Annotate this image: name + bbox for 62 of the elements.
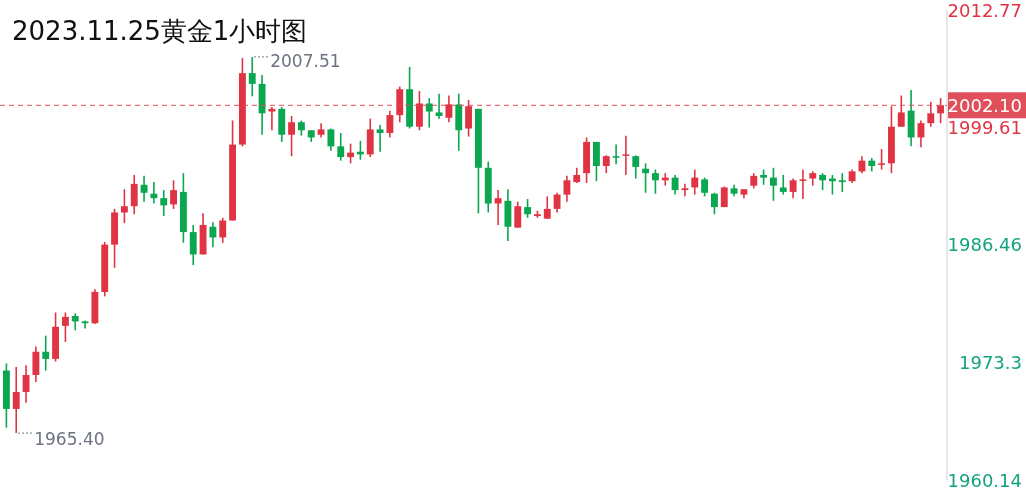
candlestick <box>337 132 345 162</box>
candlestick <box>622 134 630 176</box>
candlestick <box>927 100 935 128</box>
candlestick <box>671 174 679 196</box>
candlestick <box>642 162 650 194</box>
candlestick <box>170 179 178 210</box>
candlestick <box>563 175 571 203</box>
candlestick <box>32 345 40 383</box>
candlestick <box>710 192 718 216</box>
candlestick <box>120 188 128 224</box>
candlestick <box>681 183 689 198</box>
candlestick <box>415 90 423 132</box>
candlestick <box>937 97 945 124</box>
candlestick <box>150 181 158 205</box>
candlestick <box>435 92 443 120</box>
candlestick <box>425 97 433 129</box>
candlestick <box>376 124 384 153</box>
annotation: 1965.40 <box>34 429 105 450</box>
candlestick <box>189 224 197 266</box>
candlestick <box>130 174 138 216</box>
candlestick <box>494 189 502 226</box>
candlestick <box>22 364 30 404</box>
candlestick <box>838 172 846 193</box>
candlestick <box>897 94 905 128</box>
candlestick <box>878 148 886 171</box>
candlestick <box>632 154 640 180</box>
chart-title: 2023.11.25黄金1小时图 <box>12 16 308 46</box>
y-tick-label: 2012.77 <box>947 0 1022 21</box>
y-tick-label: 1973.3 <box>959 351 1022 373</box>
candlestick <box>219 217 227 244</box>
annotation: 2007.51 <box>270 50 341 71</box>
ref-line-label: 2002.10 <box>947 95 1022 117</box>
candlestick <box>651 168 659 195</box>
candlestick <box>779 174 787 196</box>
candlestick <box>917 119 925 149</box>
candlestick <box>248 56 256 98</box>
candlestick <box>465 99 473 138</box>
candlestick <box>61 311 69 343</box>
candlestick <box>769 167 777 202</box>
candlestick <box>524 198 532 219</box>
candlestick <box>12 366 20 434</box>
candlestick <box>543 195 551 220</box>
y-tick-label: 1986.46 <box>947 234 1022 256</box>
candlestick <box>268 106 276 132</box>
candlestick <box>701 176 709 198</box>
candlestick <box>799 168 807 200</box>
candlestick <box>42 334 50 372</box>
candlestick <box>612 143 620 166</box>
candlestick <box>160 189 168 217</box>
y-tick-label: 1960.14 <box>947 469 1022 490</box>
candlestick <box>288 115 296 157</box>
candlestick <box>81 319 89 330</box>
candlestick <box>386 109 394 139</box>
candlestick <box>789 177 797 199</box>
candlestick <box>445 94 453 124</box>
candlestick <box>140 175 148 203</box>
candlestick <box>209 221 217 249</box>
candlestick <box>691 168 699 196</box>
y-tick-label: 1999.61 <box>947 117 1022 139</box>
candlestick <box>514 200 522 229</box>
candlestick <box>347 142 355 165</box>
candlestick <box>553 192 561 214</box>
